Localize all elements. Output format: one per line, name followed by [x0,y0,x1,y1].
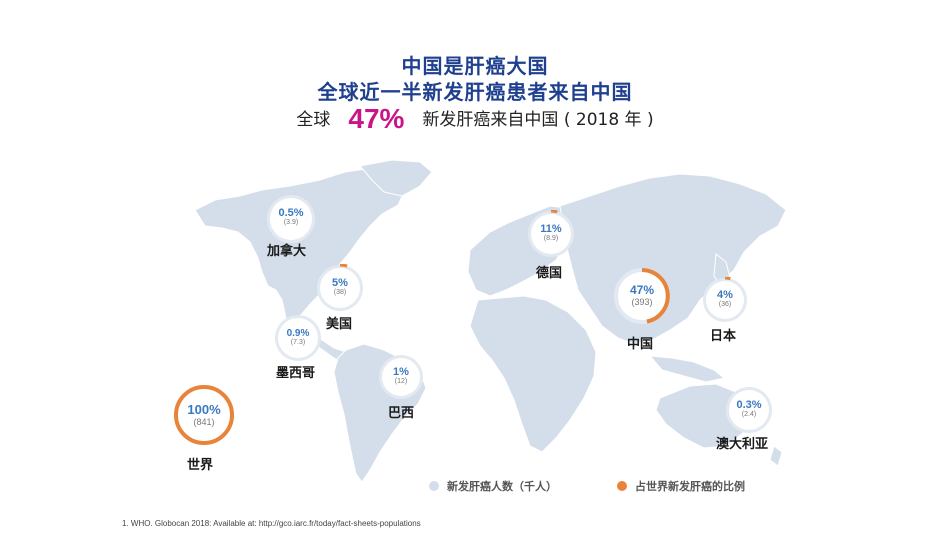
label-china: 中国 [627,337,654,352]
world-ring [174,385,234,445]
bubble-australia: 0.3% (2.4) [729,390,769,430]
bubble-mexico: 0.9% (7.3) [278,318,318,358]
australia-count: (2.4) [741,411,757,418]
legend-share-label: 占世界新发肝癌的比例 [635,480,745,493]
subtitle: 全球 47% 新发肝癌来自中国 ( 2018 年 ) [0,100,950,134]
germany-count: (8.9) [543,235,559,242]
label-germany: 德国 [536,266,563,281]
label-australia: 澳大利亚 [716,437,769,452]
australia-percent: 0.3% [736,399,762,411]
legend-new-cases-label: 新发肝癌人数（千人） [447,480,557,493]
label-brazil: 巴西 [388,406,415,421]
legend-new-cases: 新发肝癌人数（千人） [429,478,557,494]
bubble-china: 47% (393) [614,268,670,324]
map-asia [559,173,787,345]
bubble-germany: 11% (8.9) [531,210,571,254]
bubble-brazil: 1% (12) [382,358,420,396]
subtitle-suffix: 新发肝癌来自中国 ( 2018 年 ) [422,110,654,130]
title-line-2: 全球近一半新发肝癌患者来自中国 [317,80,633,104]
legend-dot-orange [617,481,627,491]
label-mexico: 墨西哥 [276,366,316,381]
japan-percent: 4% [717,289,733,301]
japan-ring [724,277,731,281]
japan-count: (36) [718,301,732,308]
mexico-percent: 0.9% [286,328,310,339]
bubble-japan: 4% (36) [706,277,744,319]
usa-percent: 5% [332,277,348,289]
map-new-zealand [769,445,783,467]
world-percent: 100% [187,402,221,417]
china-count: (393) [631,297,653,307]
subtitle-highlight: 47% [348,103,405,134]
germany-percent: 11% [540,223,562,235]
map-indonesia [648,355,726,383]
legend-share: 占世界新发肝癌的比例 [617,478,745,494]
subtitle-prefix: 全球 [296,110,331,130]
label-world: 世界 [187,458,214,473]
usa-ring [339,264,348,268]
canada-count: (3.9) [283,219,299,226]
legend-dot-blue [429,481,439,491]
germany-ring [550,210,558,214]
map-greenland [359,159,433,197]
china-percent: 47% [629,283,655,297]
brazil-count: (12) [394,378,408,385]
label-japan: 日本 [710,329,737,344]
canada-percent: 0.5% [278,207,304,219]
bubble-world: 100% (841) [174,385,234,445]
title-line-1: 中国是肝癌大国 [401,54,549,78]
mexico-count: (7.3) [290,339,306,346]
china-ring [614,268,670,324]
label-canada: 加拿大 [267,244,307,259]
map-australia [655,383,749,449]
brazil-percent: 1% [393,366,409,378]
bubble-canada: 0.5% (3.9) [270,198,312,240]
footnote: 1. WHO. Globocan 2018: Available at: htt… [122,519,421,528]
map-africa [469,295,597,453]
label-usa: 美国 [326,317,353,332]
usa-count: (38) [333,289,347,296]
world-count: (841) [193,417,215,427]
bubble-usa: 5% (38) [320,264,360,308]
